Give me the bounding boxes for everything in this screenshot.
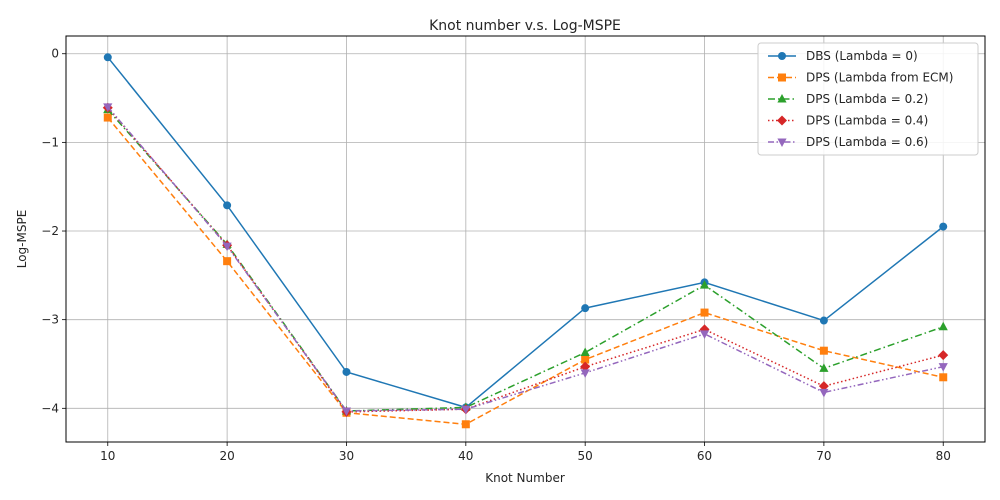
x-tick-label: 70 [816,449,831,463]
legend-label: DPS (Lambda = 0.6) [806,135,928,149]
series-5 [103,103,948,416]
data-point [939,373,948,382]
data-point [819,316,828,325]
x-axis-label: Knot Number [485,471,565,485]
y-tick-label: 0 [51,47,59,61]
legend-label: DPS (Lambda from ECM) [806,71,953,85]
y-tick-label: −2 [41,224,59,238]
data-point [580,347,590,356]
legend-entry: DPS (Lambda = 0.6) [768,135,928,149]
y-axis-label: Log-MSPE [15,210,29,269]
legend-marker [777,115,787,126]
data-point [819,346,828,355]
legend-label: DPS (Lambda = 0.2) [806,92,928,106]
legend-marker [778,52,786,60]
x-tick-label: 20 [219,449,234,463]
data-point [819,388,829,398]
x-tick-label: 60 [697,449,712,463]
data-point [939,222,948,231]
y-tick-label: −3 [41,313,59,327]
plot-frame [65,35,986,443]
data-point [581,304,590,313]
data-point [938,363,948,372]
legend-label: DBS (Lambda = 0) [806,49,918,63]
data-point [819,363,829,372]
y-axis: 0 −1 −2 −3 −4 [41,47,66,415]
data-point [342,367,351,376]
series-layer [102,53,949,429]
data-point [341,407,352,416]
y-tick-label: −1 [41,135,59,149]
legend-entry: DPS (Lambda = 0.2) [768,92,928,106]
data-point [461,405,471,415]
data-point [222,242,232,252]
series-1 [103,53,948,412]
x-tick-label: 40 [458,449,473,463]
data-point [223,201,232,210]
x-axis: 10 20 30 40 50 60 70 80 [100,442,951,463]
chart-title: Knot number v.s. Log-MSPE [429,18,621,34]
data-point [700,308,709,317]
legend-entry: DBS (Lambda = 0) [768,49,918,63]
data-point [938,350,949,361]
x-tick-label: 50 [578,449,593,463]
legend-marker [778,73,786,82]
series-line [107,117,944,426]
data-point [103,53,112,62]
x-tick-label: 80 [936,449,951,463]
x-tick-label: 30 [339,449,354,463]
legend-entry: DPS (Lambda = 0.4) [768,114,928,128]
data-point [581,355,590,364]
data-point [103,113,112,122]
data-point [223,257,232,266]
legend-label: DPS (Lambda = 0.4) [806,114,928,128]
data-point [580,361,591,372]
legend: DBS (Lambda = 0) DPS (Lambda from ECM) DPS… [757,42,979,156]
data-point [699,330,710,339]
data-point [938,321,948,331]
data-point [580,369,590,378]
series-line [107,109,944,412]
data-point [818,381,829,392]
data-point [699,280,710,289]
y-tick-label: −4 [41,401,59,415]
series-line [107,56,944,409]
legend-entry: DPS (Lambda from ECM) [768,71,953,85]
x-tick-label: 10 [100,449,115,463]
series-line [107,106,944,412]
legend-box [757,42,979,156]
legend-marker [777,138,787,147]
data-point [103,103,113,112]
data-point [461,420,470,429]
legend-marker [777,94,787,103]
